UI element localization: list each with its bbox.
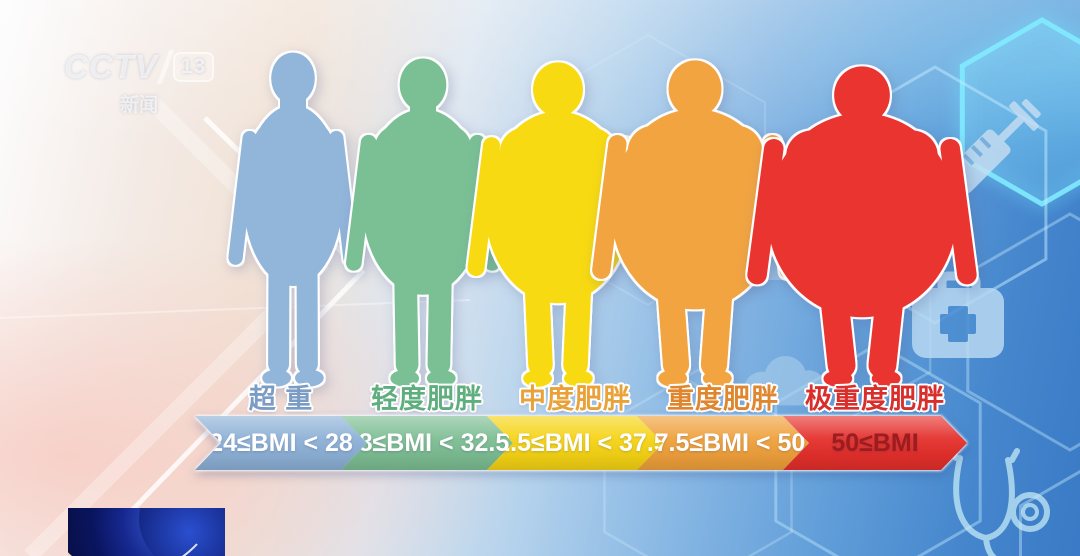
category-label: 极重度肥胖 [805, 383, 945, 414]
bmi-range-banner: 50≤BMI [783, 416, 967, 470]
bmi-range-banners-row: 24≤BMI < 28 28≤BMI < 32.5 32.5≤BMI < 37.… [195, 416, 967, 470]
category-labels-row: 超 重 轻度肥胖 中度肥胖 重度肥胖 极重度肥胖 [195, 378, 967, 414]
category-label: 中度肥胖 [519, 383, 631, 414]
hexagon-outline [1019, 469, 1080, 556]
channel-watermark: CCTV 13 新闻 [64, 48, 215, 117]
bmi-range-banner: 32.5≤BMI < 37.5 [487, 416, 663, 470]
channel-brand: CCTV [64, 48, 158, 85]
figure-silhouette-overweight [228, 52, 358, 387]
figure-silhouette-extreme-obesity [747, 66, 977, 387]
bmi-range-banner: 37.5≤BMI < 50 [637, 416, 809, 470]
category-label: 轻度肥胖 [371, 383, 483, 414]
channel-number-badge: 13 [172, 52, 215, 82]
category-label: 重度肥胖 [667, 383, 779, 414]
category-label: 超 重 [248, 383, 314, 414]
globe-graphic [139, 508, 225, 556]
bmi-range-banner: 24≤BMI < 28 [195, 416, 367, 470]
figure-silhouette-mild-obesity [346, 58, 500, 387]
channel-subtitle: 新闻 [120, 95, 159, 116]
slash-divider [156, 50, 175, 84]
news-intro-thumbnail [68, 508, 225, 556]
bmi-range-banner: 28≤BMI < 32.5 [341, 416, 513, 470]
